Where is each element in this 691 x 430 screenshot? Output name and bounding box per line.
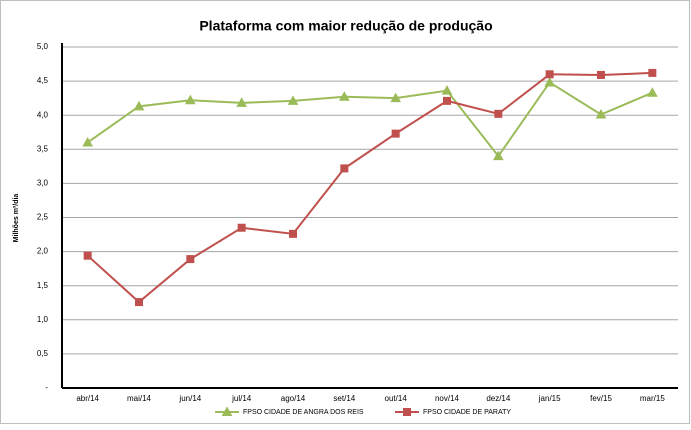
x-tick-label: jun/14: [178, 394, 201, 403]
data-point: [133, 100, 145, 111]
data-point: [646, 87, 658, 97]
series-line: [87, 81, 653, 158]
x-tick-label: mai/14: [127, 394, 152, 403]
series-line: [86, 71, 653, 304]
y-tick-label: 0,5: [37, 349, 49, 358]
x-tick-label: dez/14: [486, 394, 511, 403]
legend-label: FPSO CIDADE DE ANGRA DOS REIS: [243, 409, 364, 416]
data-point: [184, 94, 196, 105]
y-tick-label: 3,0: [37, 179, 49, 188]
y-tick-label: 4,0: [37, 110, 49, 119]
data-point: [390, 92, 402, 103]
data-point: [597, 70, 605, 79]
y-tick-label: 5,0: [37, 42, 49, 51]
x-tick-label: jul/14: [231, 394, 252, 403]
y-tick-label: 1,5: [37, 281, 49, 290]
x-tick-label: abr/14: [76, 394, 99, 403]
data-point: [648, 68, 657, 77]
data-point: [443, 96, 451, 105]
data-point: [391, 129, 400, 138]
legend-label: FPSO CIDADE DE PARATY: [423, 409, 511, 416]
data-point: [237, 223, 246, 232]
data-point: [494, 109, 503, 118]
y-tick-label: 2,5: [37, 213, 49, 222]
x-tick-label: fev/15: [590, 394, 612, 403]
data-point: [236, 97, 248, 107]
y-tick-label: 1,0: [37, 315, 49, 324]
data-point: [83, 251, 92, 260]
data-point: [545, 70, 554, 79]
data-point: [287, 95, 299, 105]
y-tick-label: 3,5: [37, 144, 49, 153]
x-tick-label: jan/15: [538, 394, 561, 403]
data-point: [135, 298, 143, 307]
data-point: [441, 85, 453, 95]
y-axis-title: Milhões m³/dia: [13, 194, 20, 243]
data-point: [186, 255, 195, 264]
y-tick-label: 4,5: [37, 76, 49, 85]
data-point: [340, 164, 349, 173]
legend-marker: [403, 408, 411, 416]
x-tick-label: nov/14: [435, 394, 460, 403]
data-point: [82, 136, 94, 147]
data-point: [492, 150, 504, 161]
chart-title: Plataforma com maior redução de produção: [199, 18, 492, 34]
x-tick-label: ago/14: [281, 394, 306, 403]
y-tick-label: -: [45, 383, 48, 392]
data-point: [595, 108, 607, 119]
data-point: [338, 91, 350, 101]
x-tick-label: set/14: [333, 394, 355, 403]
data-point: [289, 229, 297, 238]
legend-marker: [221, 406, 233, 416]
x-tick-label: out/14: [385, 394, 408, 403]
y-tick-label: 2,0: [37, 247, 49, 256]
x-tick-label: mar/15: [640, 394, 665, 403]
data-point: [544, 76, 556, 87]
